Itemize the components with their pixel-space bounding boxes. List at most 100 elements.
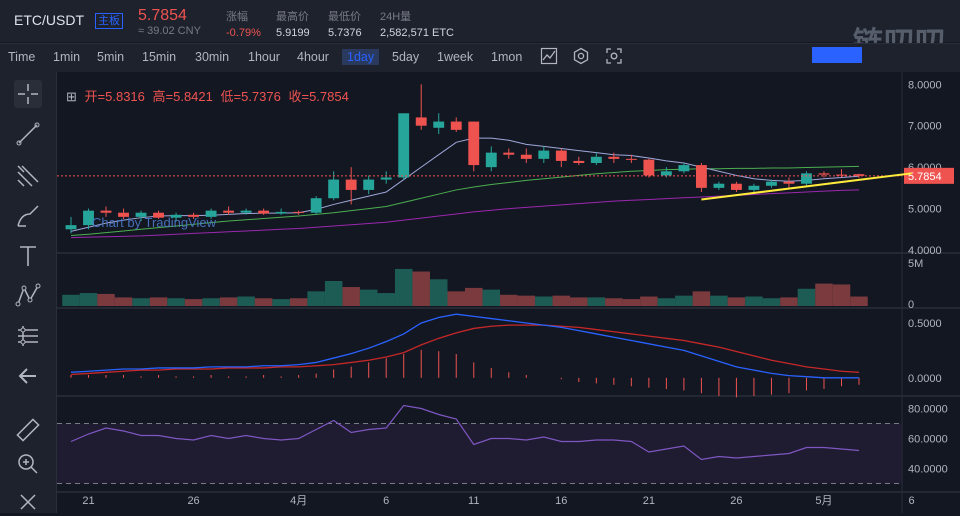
tf-4hour[interactable]: 4hour: [297, 50, 329, 64]
tf-1week[interactable]: 1week: [437, 50, 474, 64]
settings-icon[interactable]: [572, 47, 590, 65]
rsi-axis-label: 60.0000: [908, 434, 948, 446]
price-chart[interactable]: 8.00007.00006.00005.00004.00005.78545M00…: [57, 72, 960, 513]
volume-bar: [394, 268, 413, 306]
candle-body: [678, 165, 690, 172]
tf-5day[interactable]: 5day: [392, 50, 420, 64]
candle-body: [310, 198, 322, 213]
trendline-tool-icon[interactable]: [14, 120, 42, 148]
measure-tool-icon[interactable]: [14, 322, 42, 350]
date-axis-label: 26: [730, 495, 742, 507]
drawing-toolbar: [0, 72, 57, 513]
stat-label: 24H量: [380, 11, 412, 23]
tf-1day[interactable]: 1day: [342, 49, 380, 65]
volume-bar: [184, 299, 203, 306]
candle-body: [660, 171, 672, 176]
candle-body: [345, 179, 357, 190]
date-axis-label: 16: [555, 495, 567, 507]
volume-bar: [552, 295, 571, 306]
volume-bar: [79, 293, 98, 306]
ma-fast-line: [70, 137, 860, 232]
pitchfork-tool-icon[interactable]: [14, 162, 42, 190]
candle-body: [100, 210, 112, 213]
volume-bar: [850, 296, 868, 306]
legend-open: 开=5.8316: [84, 89, 145, 104]
date-axis-label: 21: [82, 495, 94, 507]
candle-body: [205, 210, 217, 217]
tf-1mon[interactable]: 1mon: [491, 50, 523, 64]
volume-bar: [429, 279, 448, 306]
tf-1hour[interactable]: 1hour: [248, 50, 280, 64]
candle-body: [65, 225, 77, 230]
last-price-tag: [904, 167, 954, 184]
volume-bar: [114, 297, 133, 306]
stat-value: 5.7376: [328, 27, 362, 39]
crosshair-icon[interactable]: [14, 80, 42, 108]
stat-change: 涨幅 -0.79%: [226, 8, 261, 39]
pattern-tool-icon[interactable]: [14, 282, 42, 310]
candle-body: [853, 174, 865, 176]
stat-label: 涨幅: [226, 11, 248, 23]
volume-bar: [640, 296, 658, 306]
volume-bar: [272, 299, 290, 306]
ma-mid-line: [70, 165, 860, 236]
legend-low: 低=5.7376: [220, 89, 281, 104]
stat-value: 2,582,571 ETC: [380, 27, 454, 39]
candle-body: [223, 210, 235, 213]
candle-body: [433, 121, 445, 128]
candle-body: [503, 152, 515, 155]
snapshot-icon[interactable]: [605, 47, 623, 65]
candle-body: [801, 173, 812, 184]
macd-line: [70, 313, 859, 379]
candle-body: [590, 156, 602, 163]
back-arrow-icon[interactable]: [14, 362, 42, 390]
volume-bar: [359, 289, 378, 306]
tf-5min[interactable]: 5min: [97, 50, 125, 64]
volume-axis-label: 0: [908, 299, 914, 311]
volume-bar: [62, 294, 80, 306]
volume-bar: [745, 296, 763, 306]
tf-1min[interactable]: 1min: [53, 50, 81, 64]
volume-bar: [447, 291, 465, 306]
volume-bar: [780, 297, 798, 306]
macd-axis-label: 0.5000: [908, 318, 942, 330]
candle-body: [450, 121, 462, 130]
volume-bar: [675, 295, 693, 306]
volume-bar: [219, 297, 238, 306]
volume-bar: [815, 283, 833, 306]
remove-drawings-icon[interactable]: [14, 488, 42, 516]
stat-low: 最低价 5.7376: [328, 8, 362, 39]
date-axis-label: 6: [908, 495, 914, 507]
pair-title[interactable]: ETC/USDT: [14, 12, 84, 28]
volume-bar: [570, 297, 588, 306]
chart-type-icon[interactable]: [540, 47, 558, 65]
text-tool-icon[interactable]: [14, 242, 42, 270]
stat-label: 最高价: [276, 11, 309, 23]
date-axis-label: 6: [383, 495, 389, 507]
volume-bar: [342, 287, 360, 306]
volume-bar: [289, 298, 308, 306]
candle-body: [170, 214, 182, 218]
yellow-trendline: [701, 172, 912, 201]
candle-body: [363, 179, 375, 190]
ohlc-legend: ⊞ 开=5.8316 高=5.8421 低=5.7376 收=5.7854: [66, 86, 353, 105]
last-price-tag-text: 5.7854: [908, 171, 942, 183]
volume-bar: [254, 298, 273, 306]
legend-toggle-icon[interactable]: ⊞: [66, 89, 77, 104]
candle-body: [380, 177, 392, 180]
tf-time[interactable]: Time: [8, 50, 36, 64]
zoom-in-icon[interactable]: [14, 450, 42, 478]
volume-bar: [465, 287, 483, 306]
volume-axis-label: 5M: [908, 258, 923, 270]
tf-15min[interactable]: 15min: [142, 50, 177, 64]
tf-30min[interactable]: 30min: [195, 50, 230, 64]
candle-body: [608, 156, 620, 159]
cny-price: ≈ 39.02 CNY: [138, 25, 201, 37]
candle-body: [258, 210, 270, 214]
legend-high: 高=5.8421: [152, 89, 213, 104]
ma-slow-line: [70, 189, 860, 239]
ruler-icon[interactable]: [14, 416, 42, 444]
stat-high: 最高价 5.9199: [276, 8, 310, 39]
brush-tool-icon[interactable]: [14, 202, 42, 230]
candle-body: [153, 212, 164, 218]
